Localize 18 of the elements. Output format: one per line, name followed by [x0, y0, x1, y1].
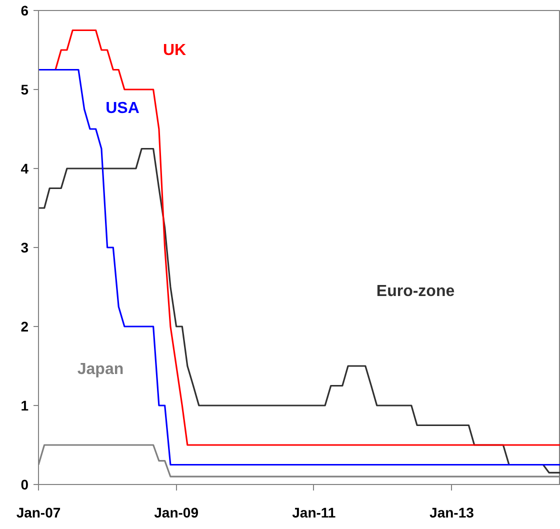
line-series	[38, 68, 560, 466]
y-tick-label: 6	[20, 2, 29, 18]
y-tick-label: 0	[20, 476, 29, 492]
y-tick-label: 3	[20, 240, 29, 256]
x-tick-label: Jan-09	[154, 504, 199, 520]
y-tick-label: 4	[20, 160, 29, 176]
x-tick-label: Jan-11	[292, 504, 336, 520]
text: Euro-zone	[376, 283, 455, 300]
y-tick-label: 1	[20, 398, 29, 414]
text: Japan	[77, 361, 124, 378]
line-series	[54, 29, 560, 446]
x-tick-label: Jan-13	[430, 504, 474, 520]
line-series	[38, 148, 560, 474]
y-tick-label: 5	[20, 82, 29, 98]
series-label: UK	[162, 42, 186, 59]
series-label: USA	[106, 100, 140, 117]
y-tick-label: 2	[20, 318, 29, 334]
x-tick-label: Jan-07	[16, 504, 61, 520]
